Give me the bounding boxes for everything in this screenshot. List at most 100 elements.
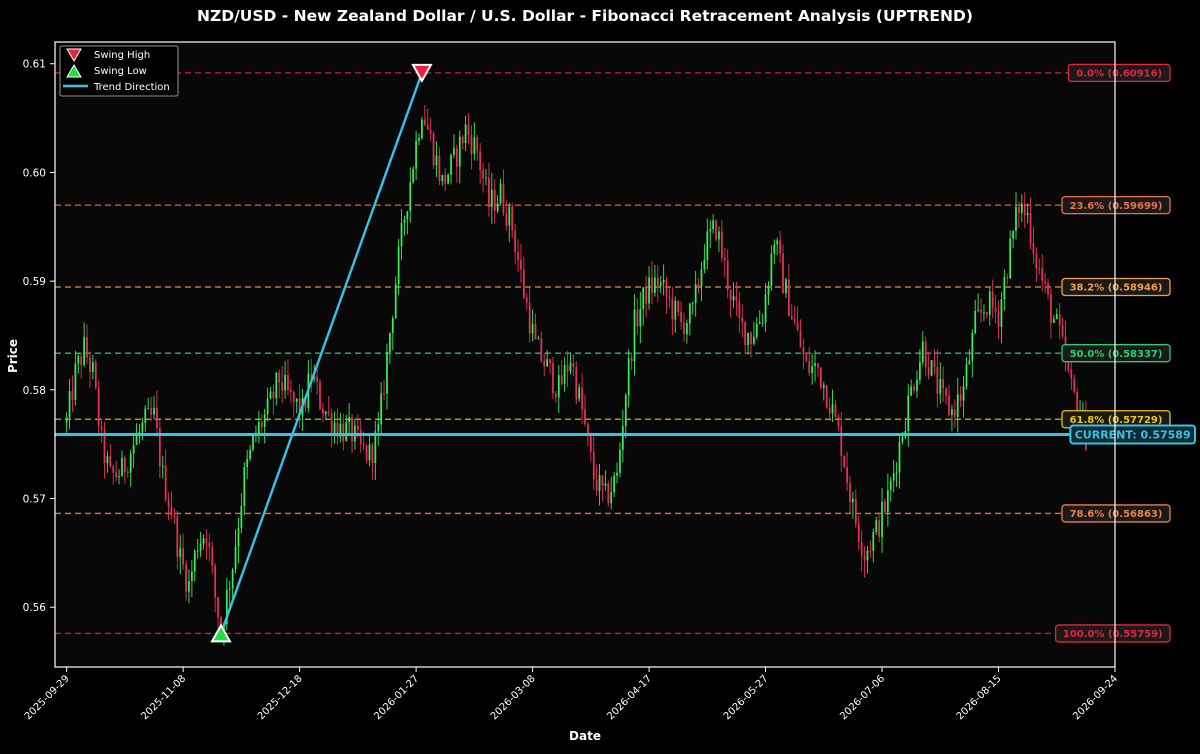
candle-body-11	[97, 387, 100, 427]
trend-layer	[55, 63, 1115, 643]
candle-body-226	[723, 257, 726, 261]
candle-body-181	[592, 451, 595, 480]
candle-body-283	[889, 480, 892, 491]
candle-body-56	[228, 588, 231, 590]
candle-body-338	[1050, 294, 1052, 323]
candle-body-33	[161, 465, 164, 467]
candle-body-30	[153, 407, 155, 415]
candle-body-197	[639, 308, 642, 327]
swing-low-marker	[210, 623, 232, 643]
candle-body-45	[196, 550, 199, 552]
candle-body-89	[324, 411, 327, 414]
candle-body-114	[397, 246, 400, 285]
candle-body-304	[951, 409, 953, 415]
candle-body-136	[461, 136, 464, 144]
candle-body-316	[985, 312, 988, 315]
candle-body-200	[648, 277, 650, 304]
candle-body-90	[327, 411, 330, 414]
candle-body-46	[199, 543, 202, 551]
candle-body-293	[919, 362, 921, 380]
candle-body-130	[444, 174, 447, 184]
candle-body-303	[948, 395, 950, 415]
fib-label-1: 23.6% (0.59699)	[1061, 196, 1171, 215]
candle-body-69	[266, 398, 269, 415]
y-tick-label-2: 0.58	[23, 385, 46, 397]
candle-body-301	[942, 379, 945, 389]
fib-label-0-box	[1067, 63, 1171, 83]
candle-body-59	[237, 527, 240, 547]
candle-body-273	[860, 541, 863, 556]
candle-body-212	[683, 322, 685, 335]
candle-body-156	[520, 260, 522, 270]
candle-body-324	[1009, 238, 1012, 279]
fib-label-0: 0.0% (0.60916)	[1067, 63, 1171, 83]
candle-body-296	[927, 367, 930, 376]
candle-body-194	[630, 358, 633, 362]
candle-body-327	[1018, 206, 1020, 213]
candle-body-341	[1058, 314, 1061, 325]
candle-body-74	[281, 382, 284, 391]
candle-body-269	[849, 482, 851, 503]
candle-body-12	[100, 426, 103, 430]
candle-body-43	[190, 571, 193, 582]
candle-body-117	[406, 211, 409, 220]
swing-high-marker	[411, 63, 433, 83]
candle-body-10	[94, 362, 97, 388]
candle-body-35	[167, 500, 170, 507]
fib-label-6-text: 100.0% (0.55759)	[1063, 629, 1163, 640]
candle-body-61	[243, 467, 246, 507]
legend-trend-label: Trend Direction	[93, 82, 170, 93]
fib-label-3: 50.0% (0.58337)	[1061, 344, 1171, 363]
candle-body-307	[959, 394, 962, 401]
candle-body-290	[910, 386, 913, 396]
candle-body-62	[246, 458, 249, 468]
candle-body-150	[502, 183, 505, 214]
legend-swing-high-label: Swing High	[94, 50, 150, 61]
candle-body-142	[479, 151, 482, 170]
candle-body-309	[965, 364, 968, 387]
candle-body-332	[1032, 243, 1035, 254]
candle-body-102	[362, 443, 365, 446]
candle-body-31	[156, 407, 158, 429]
candle-body-66	[257, 421, 260, 434]
candle-body-170	[560, 375, 563, 385]
candle-body-208	[671, 298, 674, 320]
candle-body-103	[365, 445, 368, 461]
candle-body-148	[496, 203, 499, 212]
candle-body-240	[764, 294, 767, 323]
candle-body-94	[339, 423, 342, 437]
candle-body-205	[662, 280, 665, 283]
candle-body-334	[1038, 268, 1041, 270]
candle-body-325	[1012, 230, 1014, 239]
candle-body-345	[1070, 369, 1073, 379]
candle-body-44	[193, 550, 196, 572]
candle-body-105	[371, 444, 374, 463]
candle-body-172	[566, 365, 569, 372]
fib-label-3-box	[1061, 344, 1171, 363]
chart-title: NZD/USD - New Zealand Dollar / U.S. Doll…	[197, 7, 973, 25]
candle-body-64	[252, 435, 254, 450]
current-price-label: CURRENT: 0.57589	[1069, 424, 1196, 445]
candle-body-342	[1061, 324, 1064, 337]
candle-body-153	[511, 206, 514, 231]
legend-box	[59, 45, 179, 97]
candle-body-116	[403, 219, 406, 223]
candle-body-145	[488, 177, 490, 208]
candle-body-51	[214, 565, 217, 597]
candle-body-270	[852, 498, 854, 503]
candle-body-88	[322, 409, 324, 414]
candle-body-166	[549, 359, 551, 364]
candle-body-154	[514, 230, 516, 253]
candle-body-249	[790, 316, 793, 320]
candle-body-229	[732, 296, 735, 301]
candle-body-67	[260, 421, 263, 428]
fib-label-0-text: 0.0% (0.60916)	[1076, 68, 1162, 79]
candle-body-68	[263, 414, 266, 428]
candle-body-311	[971, 332, 974, 361]
current-price-label-text: CURRENT: 0.57589	[1075, 428, 1191, 441]
candle-body-264	[834, 404, 837, 417]
candle-body-300	[939, 379, 942, 394]
candle-body-101	[359, 429, 362, 444]
candle-body-215	[691, 303, 694, 305]
